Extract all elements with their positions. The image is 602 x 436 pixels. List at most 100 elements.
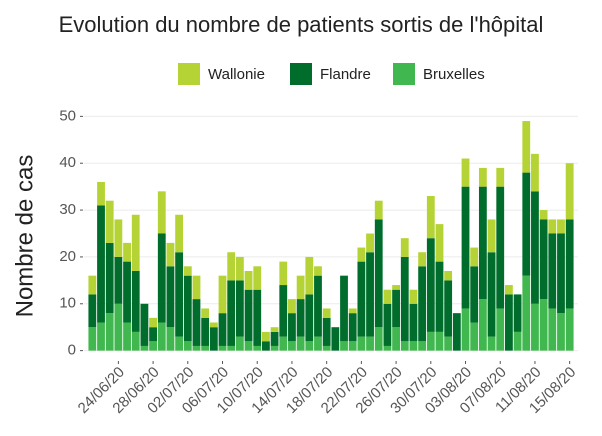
bar-segment xyxy=(322,308,331,318)
bar-segment xyxy=(131,331,140,351)
bar-segment xyxy=(244,289,253,342)
bar-segment xyxy=(452,313,461,351)
bar-segment xyxy=(192,275,201,300)
bar-segment xyxy=(131,214,140,271)
bar-segment xyxy=(192,345,201,351)
bar-segment xyxy=(209,322,218,328)
y-axis-title: Nombre de cas xyxy=(11,155,38,318)
bar-segment xyxy=(296,336,305,351)
bar-segment xyxy=(279,336,288,351)
bar-segment xyxy=(201,317,210,346)
bar-segment xyxy=(288,299,296,314)
y-tick-label: 40 xyxy=(59,154,76,171)
bar-segment xyxy=(366,252,374,337)
bar-segment xyxy=(470,266,479,323)
bar-segment xyxy=(105,242,114,314)
bar-segment xyxy=(531,303,539,351)
bar-segment xyxy=(409,341,418,351)
legend-swatch xyxy=(178,63,200,85)
bar-segment xyxy=(218,345,227,351)
bar-segment xyxy=(88,327,97,351)
bar-segment xyxy=(426,238,435,332)
bar-segment xyxy=(244,341,253,351)
y-tick-label: 50 xyxy=(59,107,76,124)
bar-segment xyxy=(461,158,470,187)
bar-segment xyxy=(348,341,357,351)
bar-segment xyxy=(140,345,149,351)
bar-segment xyxy=(218,275,227,314)
bar-segment xyxy=(487,252,496,337)
bar-segment xyxy=(548,233,557,309)
bar-segment xyxy=(314,275,322,337)
bar-segment xyxy=(383,303,392,346)
bar-segment xyxy=(97,322,105,351)
bar-segment xyxy=(392,285,400,290)
bar-segment xyxy=(201,308,210,318)
bar-segment xyxy=(140,303,149,346)
bar-segment xyxy=(114,256,123,304)
bar-segment xyxy=(227,280,236,346)
bar-segment xyxy=(175,252,184,337)
bar-segment xyxy=(270,345,279,351)
bar-segment xyxy=(531,153,539,192)
bar-segment xyxy=(374,219,383,328)
bar-segment xyxy=(253,345,262,351)
bar-segment xyxy=(114,219,123,257)
bar-segment xyxy=(209,327,218,351)
bar-segment xyxy=(166,242,175,267)
bar-segment xyxy=(157,191,166,234)
bar-segment xyxy=(409,289,418,304)
bar-segment xyxy=(235,336,244,351)
bar-segment xyxy=(565,219,574,309)
bar-segment xyxy=(149,327,157,342)
bar-segment xyxy=(496,308,505,351)
bar-segment xyxy=(505,285,513,295)
bar-segment xyxy=(557,313,565,351)
bar-segment xyxy=(340,275,348,342)
bar-segment xyxy=(513,294,522,332)
bar-segment xyxy=(522,275,531,351)
bar-segment xyxy=(531,191,539,304)
bar-segment xyxy=(123,261,131,323)
bar-segment xyxy=(105,313,114,351)
bar-segment xyxy=(418,266,427,342)
bar-segment xyxy=(357,261,366,337)
bar-segment xyxy=(461,308,470,351)
bar-segment xyxy=(114,303,123,351)
bar-segment xyxy=(444,270,453,281)
bar-segment xyxy=(513,331,522,351)
bar-segment xyxy=(435,224,444,262)
bar-segment xyxy=(123,242,131,262)
bar-segment xyxy=(392,327,400,351)
bar-segment xyxy=(305,256,314,295)
bar-segment xyxy=(366,233,374,253)
bar-segment xyxy=(496,167,505,187)
bar-segment xyxy=(105,200,114,243)
bar-segment xyxy=(557,219,565,234)
bar-segment xyxy=(478,167,487,187)
bar-segment xyxy=(131,270,140,332)
bar-segment xyxy=(235,280,244,337)
bar-segment xyxy=(218,313,227,346)
bar-segment xyxy=(496,186,505,309)
bar-segment xyxy=(235,256,244,281)
bar-segment xyxy=(400,238,409,257)
bar-segment xyxy=(383,289,392,304)
bar-segment xyxy=(487,219,496,253)
chart-title: Evolution du nombre de patients sortis d… xyxy=(59,12,544,37)
bar-segment xyxy=(418,252,427,267)
bar-segment xyxy=(357,247,366,262)
bar-segment xyxy=(366,336,374,351)
bar-segment xyxy=(175,214,184,253)
bar-segment xyxy=(88,294,97,328)
bar-segment xyxy=(305,341,314,351)
bar-segment xyxy=(288,341,296,351)
bar-segment xyxy=(522,121,531,173)
bar-segment xyxy=(522,172,531,276)
y-tick-label: 20 xyxy=(59,248,76,265)
bar-segment xyxy=(183,275,192,342)
bar-segment xyxy=(426,331,435,351)
bar-segment xyxy=(374,327,383,351)
bar-segment xyxy=(183,341,192,351)
bar-segment xyxy=(565,163,574,220)
